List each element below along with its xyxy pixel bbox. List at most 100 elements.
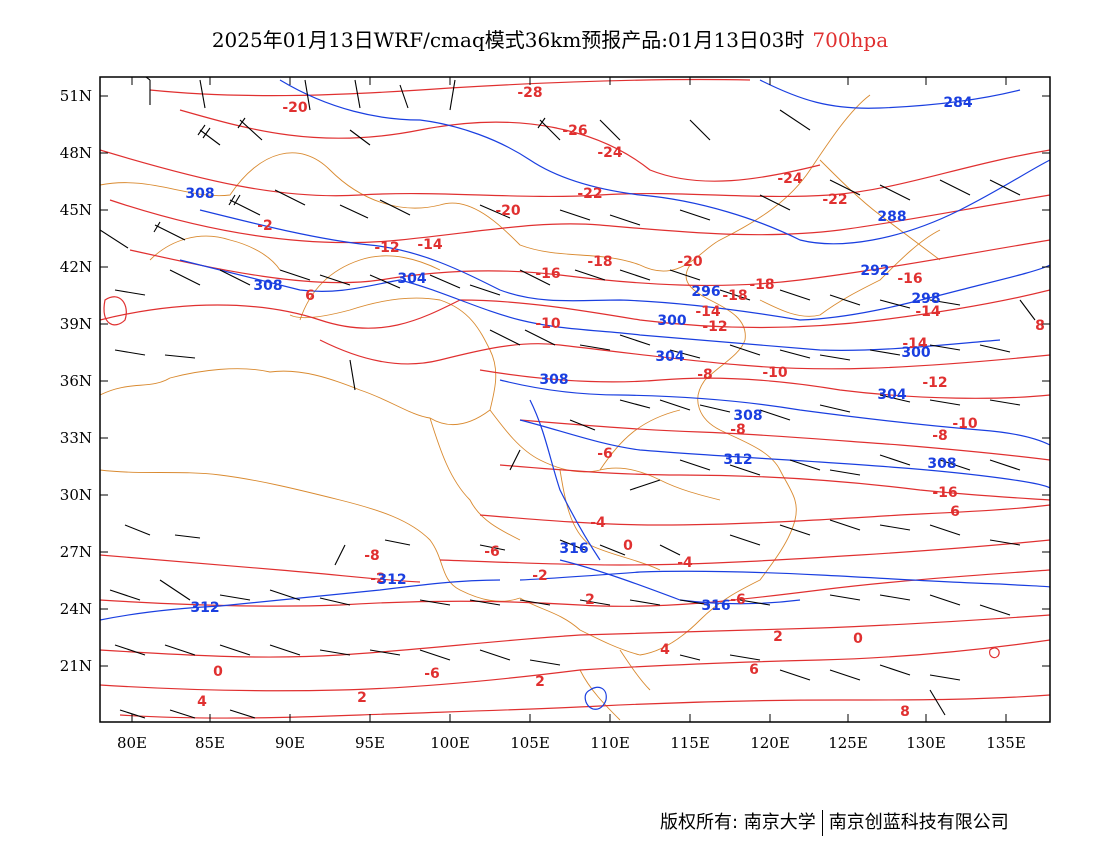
geopotential-contour-label: 316: [559, 541, 588, 557]
temperature-contour-label: -4: [590, 515, 606, 531]
temperature-contour-label: 2: [585, 592, 595, 608]
temperature-contour-label: -14: [695, 304, 721, 320]
geopotential-contour-label: 308: [185, 186, 214, 202]
lon-tick-label: 90E: [275, 734, 305, 752]
temperature-contour-label: -6: [484, 544, 500, 560]
temperature-contour-label: 4: [660, 642, 670, 658]
geopotential-contour-label: 308: [253, 278, 282, 294]
lat-tick-label: 48N: [60, 144, 92, 162]
temperature-contour-label: -14: [915, 304, 941, 320]
temperature-contour-label: -16: [897, 271, 922, 287]
lon-tick-label: 95E: [355, 734, 385, 752]
temperature-contour-label: 2: [535, 674, 545, 690]
temperature-contour-label: 0: [853, 631, 863, 647]
temperature-contour-label: 6: [749, 662, 759, 678]
lat-tick-label: 27N: [60, 543, 92, 561]
temperature-contour-label: -8: [697, 367, 713, 383]
plot-frame: 51N 48N 45N 42N 39N 36N 33N 30N 27N 24N 21N 80E 85E 9…: [60, 76, 1051, 752]
geopotential-contour-label: 308: [927, 456, 956, 472]
temperature-contour-label: -2: [370, 571, 386, 587]
temperature-contour-label: -26: [562, 123, 587, 139]
temperature-contour-label: -10: [762, 365, 788, 381]
lat-tick-label: 33N: [60, 429, 92, 447]
temperature-contour-label: -8: [730, 422, 746, 438]
temperature-contours: [100, 78, 1050, 719]
temperature-contour-label: 8: [1035, 318, 1045, 334]
lat-tick-label: 42N: [60, 258, 92, 276]
temperature-contour-label: -8: [364, 548, 380, 564]
lat-tick-label: 36N: [60, 372, 92, 390]
temperature-contour-label: -12: [702, 319, 727, 335]
lon-tick-label: 115E: [670, 734, 710, 752]
temperature-contour-label: 2: [357, 690, 367, 706]
temperature-contour-label: -14: [417, 237, 443, 253]
geopotential-contour-label: 284: [943, 95, 972, 111]
temperature-contour-label: 4: [197, 694, 207, 710]
lat-tick-label: 39N: [60, 315, 92, 333]
temperature-contour-label: 8: [900, 704, 910, 720]
temperature-contour-label: -20: [677, 254, 703, 270]
geopotential-contour-label: 300: [901, 345, 930, 361]
temperature-contour-label: -12: [922, 375, 947, 391]
footer-right: 南京创蓝科技有限公司: [828, 812, 1009, 833]
geopotential-contour-label: 292: [860, 263, 889, 279]
geopotential-contour-label: 298: [911, 291, 940, 307]
geopotential-contour-label: 312: [723, 452, 752, 468]
lon-tick-label: 85E: [195, 734, 225, 752]
lat-tick-label: 45N: [60, 201, 92, 219]
temperature-contour-label: 2: [773, 629, 783, 645]
temperature-contour-label: -22: [822, 192, 847, 208]
lon-tick-label: 105E: [510, 734, 550, 752]
temperature-contour-label: -20: [495, 203, 521, 219]
temperature-contour-label: -24: [777, 171, 803, 187]
footer: 版权所有: 南京大学 南京创蓝科技有限公司: [660, 808, 1009, 836]
title-main: 2025年01月13日WRF/cmaq模式36km预报产品:01月13日03时: [211, 28, 805, 52]
geopotential-contour-label: 296: [691, 284, 720, 300]
temperature-contour-label: -10: [952, 416, 978, 432]
chart-title: 2025年01月13日WRF/cmaq模式36km预报产品:01月13日03时 7…: [0, 24, 1100, 53]
temperature-contour-label: -16: [535, 266, 560, 282]
title-level: 700hpa: [812, 28, 889, 52]
footer-left: 版权所有: 南京大学: [660, 812, 816, 833]
temperature-contour-label: -18: [749, 277, 774, 293]
temperature-contour-label: -8: [932, 428, 948, 444]
lat-tick-label: 30N: [60, 486, 92, 504]
temperature-contour-label: -6: [424, 666, 440, 682]
lon-tick-label: 80E: [117, 734, 147, 752]
lat-tick-label: 21N: [60, 657, 92, 675]
temperature-contour-label: -22: [577, 186, 602, 202]
geopotential-contour-label: 312: [377, 572, 406, 588]
lat-tick-label: 24N: [60, 600, 92, 618]
temperature-contour-label: -6: [597, 446, 613, 462]
temperature-contour-label: -28: [517, 85, 542, 101]
boundary-lines: [100, 94, 941, 721]
geopotential-contour-label: 316: [701, 598, 730, 614]
geopotential-contour-label: 312: [190, 600, 219, 616]
temperature-contour-label: -2: [257, 218, 273, 234]
geopotential-contours: [100, 79, 1050, 710]
lon-tick-label: 125E: [828, 734, 868, 752]
temperature-contour-label: -18: [587, 254, 612, 270]
lon-tick-label: 110E: [590, 734, 630, 752]
temperature-contour-label: 0: [213, 664, 223, 680]
geopotential-contour-label: 304: [877, 387, 906, 403]
geopotential-contour-label: 300: [657, 313, 686, 329]
lat-tick-label: 51N: [60, 87, 92, 105]
temperature-contour-label: -2: [532, 568, 548, 584]
temperature-contour-label: -16: [932, 485, 957, 501]
contour-labels: -20-28-26-24-24-20-22-22-20-18-16 -16-14-…: [185, 85, 1044, 720]
lon-tick-label: 120E: [750, 734, 790, 752]
temperature-contour-label: -12: [374, 240, 399, 256]
lon-tick-label: 135E: [986, 734, 1026, 752]
temperature-contour-label: -20: [282, 100, 308, 116]
footer-separator: [821, 810, 823, 836]
temperature-contour-label: 0: [623, 538, 633, 554]
geopotential-contour-label: 304: [397, 271, 426, 287]
wind-barbs: [100, 77, 1036, 719]
geopotential-contour-label: 308: [733, 408, 762, 424]
temperature-contour-label: -10: [535, 316, 561, 332]
temperature-contour-label: -24: [597, 145, 623, 161]
temperature-contour-label: -4: [677, 555, 693, 571]
geopotential-contour-label: 304: [655, 349, 684, 365]
